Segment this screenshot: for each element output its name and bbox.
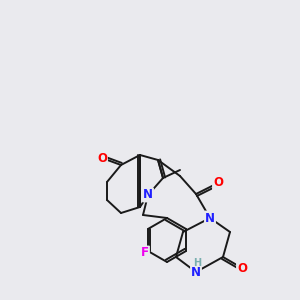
Text: O: O	[213, 176, 223, 190]
Text: H: H	[193, 258, 201, 268]
Text: N: N	[191, 266, 201, 278]
Text: N: N	[205, 212, 215, 224]
Text: N: N	[143, 188, 153, 202]
Text: O: O	[237, 262, 247, 275]
Text: O: O	[97, 152, 107, 164]
Text: F: F	[141, 247, 149, 260]
